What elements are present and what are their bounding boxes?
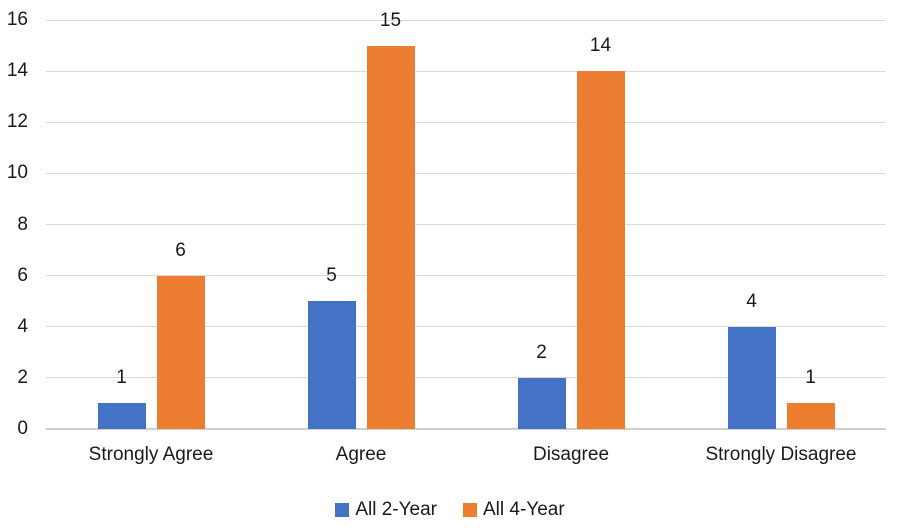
x-axis-baseline: [46, 428, 886, 430]
bar-column: 1: [97, 367, 146, 429]
gridline: [46, 19, 886, 21]
x-category-label-strongly-agree: Strongly Agree: [88, 444, 214, 465]
bar-groups: 1 6 5 15 2 14 4 1: [46, 10, 886, 429]
x-axis: Strongly Agree Agree Disagree Strongly Disa…: [46, 443, 886, 467]
bar-value-label: 1: [805, 367, 816, 389]
y-tick-label: 10: [6, 162, 28, 184]
bar-column: 1: [786, 367, 835, 429]
x-category-label-agree: Agree: [335, 444, 387, 465]
legend: All 2-Year All 4-Year: [0, 498, 900, 521]
bar-value-label: 14: [589, 35, 612, 57]
plot-area: 1 6 5 15 2 14 4 1: [46, 10, 886, 430]
bar-all-2-year: [97, 403, 146, 429]
legend-item-all-4-year: All 4-Year: [463, 498, 565, 521]
bar-value-label: 5: [326, 265, 337, 287]
y-tick-label: 12: [6, 111, 28, 133]
bar-value-label: 15: [379, 9, 402, 31]
bar-value-label: 6: [175, 239, 186, 261]
x-category-label-disagree: Disagree: [532, 444, 610, 465]
legend-label: All 2-Year: [355, 499, 437, 520]
bar-all-2-year: [517, 377, 566, 429]
bar-all-4-year: [156, 275, 205, 429]
bar-all-4-year: [786, 403, 835, 429]
y-axis: 0 2 4 6 8 10 12 14 16: [0, 0, 28, 530]
bar-column: 5: [307, 265, 356, 429]
gridline: [46, 121, 886, 123]
bar-column: 15: [366, 9, 415, 429]
bar-column: 14: [576, 35, 625, 429]
bar-value-label: 4: [746, 290, 757, 312]
y-tick-label: 4: [17, 315, 28, 337]
gridline: [46, 172, 886, 174]
bar-all-4-year: [576, 71, 625, 429]
legend-label: All 4-Year: [483, 499, 565, 520]
bar-value-label: 1: [116, 367, 127, 389]
bar-all-4-year: [366, 45, 415, 429]
bar-column: 6: [156, 239, 205, 429]
bar-all-2-year: [307, 301, 356, 429]
x-category-label-strongly-disagree: Strongly Disagree: [705, 444, 857, 465]
gridline: [46, 224, 886, 225]
gridline: [46, 70, 886, 72]
legend-swatch-icon: [335, 502, 350, 517]
y-tick-label: 0: [17, 418, 28, 439]
gridline: [46, 275, 886, 277]
y-tick-label: 6: [17, 264, 28, 286]
bar-value-label: 2: [536, 341, 547, 363]
legend-swatch-icon: [463, 502, 477, 517]
bar-all-2-year: [727, 326, 776, 429]
gridline: [46, 377, 886, 379]
y-tick-label: 8: [17, 213, 28, 235]
bar-column: 2: [517, 341, 566, 429]
bar-column: 4: [727, 290, 776, 429]
y-tick-label: 14: [6, 60, 28, 82]
y-tick-label: 16: [6, 9, 28, 30]
y-tick-label: 2: [17, 366, 28, 388]
legend-item-all-2-year: All 2-Year: [335, 498, 437, 521]
gridline: [46, 326, 886, 328]
bar-group-disagree: 2 14: [466, 20, 676, 429]
bar-group-agree: 5 15: [256, 10, 466, 429]
